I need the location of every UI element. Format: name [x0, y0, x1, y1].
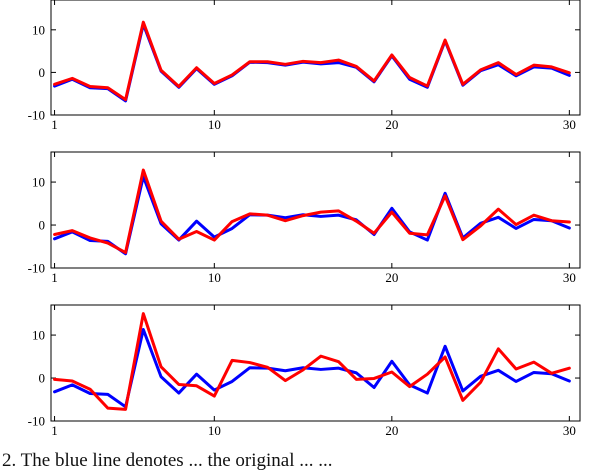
- panel-2-xtick-label: 10: [208, 270, 221, 285]
- panel-1-tick-labels: 1 10 20 30 -10 0 10: [28, 22, 576, 132]
- panel-1-ytick-label: 0: [39, 65, 46, 80]
- panel-2-ticks: [51, 152, 580, 269]
- panel-2-xtick-label: 20: [385, 270, 398, 285]
- panel-1-xtick-label: 20: [385, 117, 398, 132]
- panel-1: 1 10 20 30 -10 0 10: [28, 0, 581, 132]
- panel-3-series-red-line: [53, 312, 571, 411]
- panel-3-xtick-label: 20: [385, 423, 398, 438]
- panel-1-ytick-label: -10: [28, 108, 45, 123]
- panel-3-ytick-label: -10: [28, 414, 45, 429]
- panel-1-axes-frame: [50, 0, 581, 116]
- panel-1-ytick-label: 10: [32, 22, 45, 37]
- panel-1-xtick-label: 30: [563, 117, 576, 132]
- panel-2-ytick-label: -10: [28, 261, 45, 276]
- panel-1-xtick-label: 10: [208, 117, 221, 132]
- figure-caption: 2. The blue line denotes ... the origina…: [2, 450, 333, 471]
- panel-2-xtick-label: 30: [563, 270, 576, 285]
- panel-2-axes-frame: [50, 151, 581, 269]
- panel-2-ytick-label: 0: [39, 218, 46, 233]
- panel-2-series: [53, 168, 571, 256]
- panel-2-tick-labels: 1 10 20 30 -10 0 10: [28, 175, 576, 285]
- panel-3-series: [53, 312, 571, 411]
- panel-1-series: [53, 20, 571, 103]
- panel-3-xtick-label: 1: [51, 423, 58, 438]
- panel-3-ytick-label: 0: [39, 371, 46, 386]
- panel-3-xtick-label: 30: [563, 423, 576, 438]
- panel-3: 1 10 20 30 -10 0 10: [28, 304, 581, 438]
- panel-2-series-red-line: [53, 168, 571, 255]
- panel-3-xtick-label: 10: [208, 423, 221, 438]
- panel-3-ticks: [51, 305, 580, 422]
- panel-1-series-red-line: [53, 20, 571, 102]
- panel-3-axes-frame: [50, 304, 581, 422]
- panel-3-ytick-label: 10: [32, 328, 45, 343]
- panel-2: 1 10 20 30 -10 0 10: [28, 151, 581, 285]
- panel-3-tick-labels: 1 10 20 30 -10 0 10: [28, 328, 576, 438]
- panel-2-xtick-label: 1: [51, 270, 58, 285]
- panel-1-xtick-label: 1: [51, 117, 58, 132]
- panel-1-ticks: [51, 0, 580, 116]
- panel-2-ytick-label: 10: [32, 175, 45, 190]
